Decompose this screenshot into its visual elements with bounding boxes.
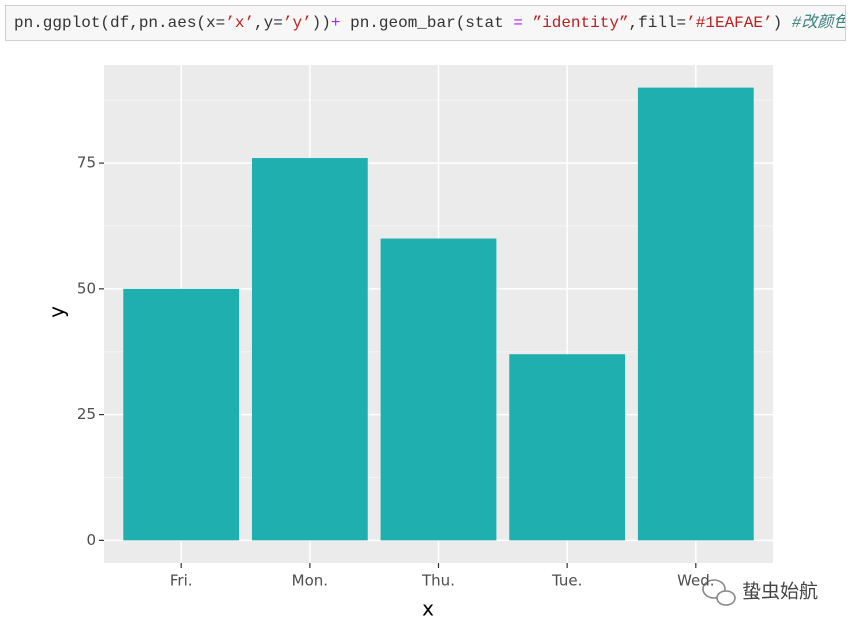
x-tick-label: Thu. (421, 572, 455, 590)
code-token: ’x’ (225, 14, 255, 32)
code-token: ”identity” (522, 14, 629, 32)
code-token: pn.geom_bar(stat (340, 14, 514, 32)
bar (509, 354, 626, 541)
bar (251, 158, 368, 541)
code-token: ’y’ (282, 14, 312, 32)
code-token: pn.ggplot(df,pn.aes(x= (14, 14, 226, 32)
code-token: ) (772, 14, 792, 32)
code-cell: pn.ggplot(df,pn.aes(x=’x’,y=’y’))+ pn.ge… (5, 5, 846, 41)
y-tick-label: 50 (77, 279, 96, 297)
code-token: ’#1EAFAE’ (686, 14, 773, 32)
code-token: ,y= (254, 14, 283, 32)
x-tick-label: Fri. (170, 572, 193, 590)
code-token: )) (311, 14, 331, 32)
marks (123, 87, 754, 541)
x-tick-label: Tue. (551, 572, 582, 590)
y-axis-title: y (45, 306, 69, 318)
y-tick-label: 75 (77, 154, 96, 172)
x-tick-label: Mon. (292, 572, 328, 590)
y-tick-label: 0 (86, 531, 96, 549)
bar (380, 238, 497, 541)
bar (637, 87, 754, 541)
x-axis-title: x (422, 597, 434, 621)
code-token: + (330, 14, 341, 32)
watermark-icon (702, 579, 736, 606)
code-token: #改颜色 (791, 14, 846, 32)
watermark: 蛰虫始航 (742, 581, 818, 603)
y-tick-label: 25 (77, 405, 96, 423)
bar (123, 288, 240, 541)
code-token: ,fill= (628, 14, 687, 32)
code-token: = (513, 14, 523, 32)
x-tick-label: Wed. (677, 572, 714, 590)
